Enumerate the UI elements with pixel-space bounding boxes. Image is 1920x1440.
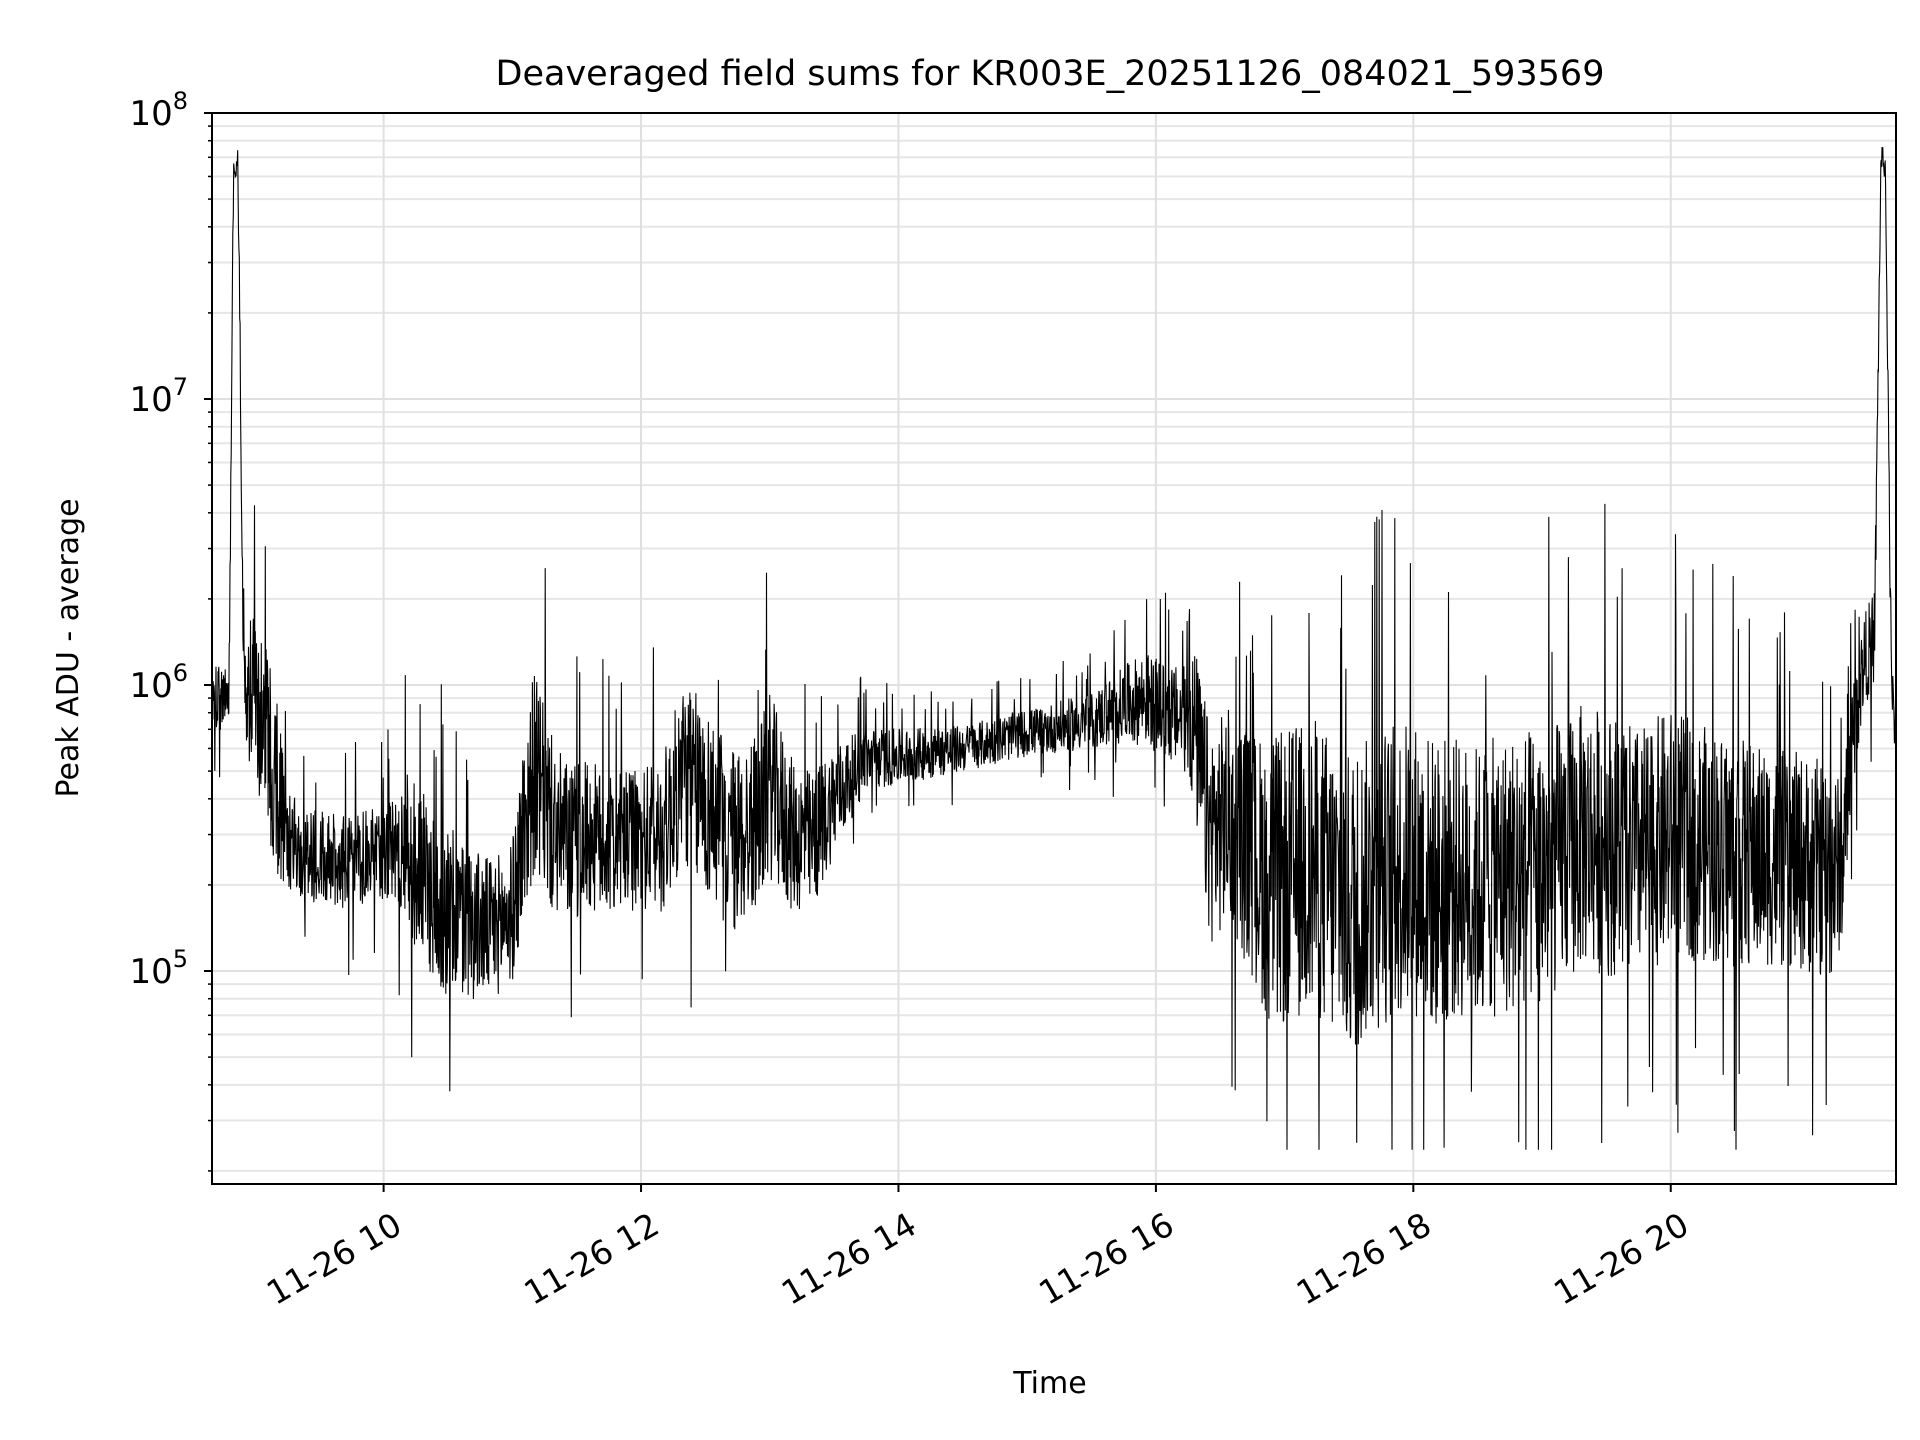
y-tick-label: 108	[129, 87, 188, 134]
y-tick-label: 105	[129, 945, 188, 992]
y-tick-label: 106	[129, 659, 188, 706]
axes-frame	[211, 112, 1897, 1185]
chart-title: Deaveraged field sums for KR003E_2025112…	[496, 54, 1605, 94]
plot-area	[212, 147, 1896, 1150]
series-line	[212, 147, 1896, 1150]
y-axis-label: Peak ADU - average	[51, 498, 86, 797]
y-tick-label: 107	[129, 373, 188, 420]
x-axis-label: Time	[1012, 1366, 1086, 1401]
